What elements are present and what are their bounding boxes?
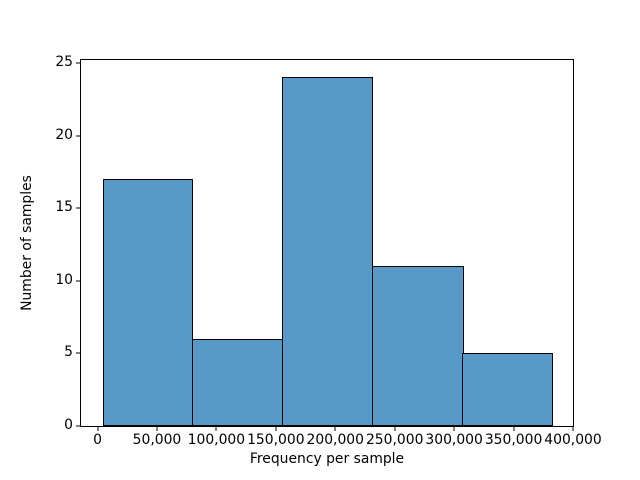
x-tick-mark-0 (97, 427, 99, 431)
x-tick-mark-2 (215, 427, 217, 431)
x-tick-mark-6 (453, 427, 455, 431)
x-tick-label-2: 100,000 (187, 432, 246, 448)
x-tick-label-5: 250,000 (365, 432, 424, 448)
y-tick-label-3: 15 (55, 199, 73, 216)
x-tick-label-0: 0 (93, 432, 102, 448)
histogram-bar-5 (462, 353, 554, 426)
x-axis-title: Frequency per sample (249, 451, 405, 467)
x-tick-label-8: 400,000 (544, 432, 602, 448)
x-tick-label-6: 300,000 (425, 432, 483, 448)
histogram-bar-1 (103, 179, 194, 426)
y-axis-title: Number of samples (19, 175, 35, 311)
y-tick-mark-0 (76, 425, 80, 427)
histogram-bar-3 (281, 77, 374, 426)
y-tick-label-4: 20 (55, 126, 73, 143)
x-tick-mark-3 (275, 427, 277, 431)
x-tick-mark-7 (513, 427, 515, 431)
histogram-bar-4 (371, 266, 464, 426)
y-tick-mark-2 (76, 280, 80, 282)
y-tick-mark-4 (76, 135, 80, 137)
x-tick-label-1: 50,000 (132, 432, 182, 448)
y-tick-mark-1 (76, 352, 80, 354)
y-tick-label-2: 10 (55, 271, 73, 288)
x-tick-mark-1 (156, 427, 158, 431)
x-tick-label-7: 350,000 (484, 432, 543, 448)
y-tick-label-5: 25 (55, 53, 73, 70)
y-tick-mark-3 (76, 207, 80, 209)
plot-area: 0 50,000 100,000 150,000 200,000 250,000 300,0… (55, 55, 601, 448)
x-tick-mark-4 (334, 427, 336, 431)
y-tick-label-0: 0 (64, 417, 73, 434)
x-tick-label-4: 200,000 (306, 432, 364, 448)
histogram-bar-2 (191, 338, 284, 426)
x-tick-label-3: 150,000 (247, 432, 305, 448)
x-tick-mark-5 (394, 427, 396, 431)
y-tick-mark-5 (76, 62, 80, 64)
y-tick-label-1: 5 (64, 344, 73, 361)
x-tick-mark-8 (572, 427, 574, 431)
